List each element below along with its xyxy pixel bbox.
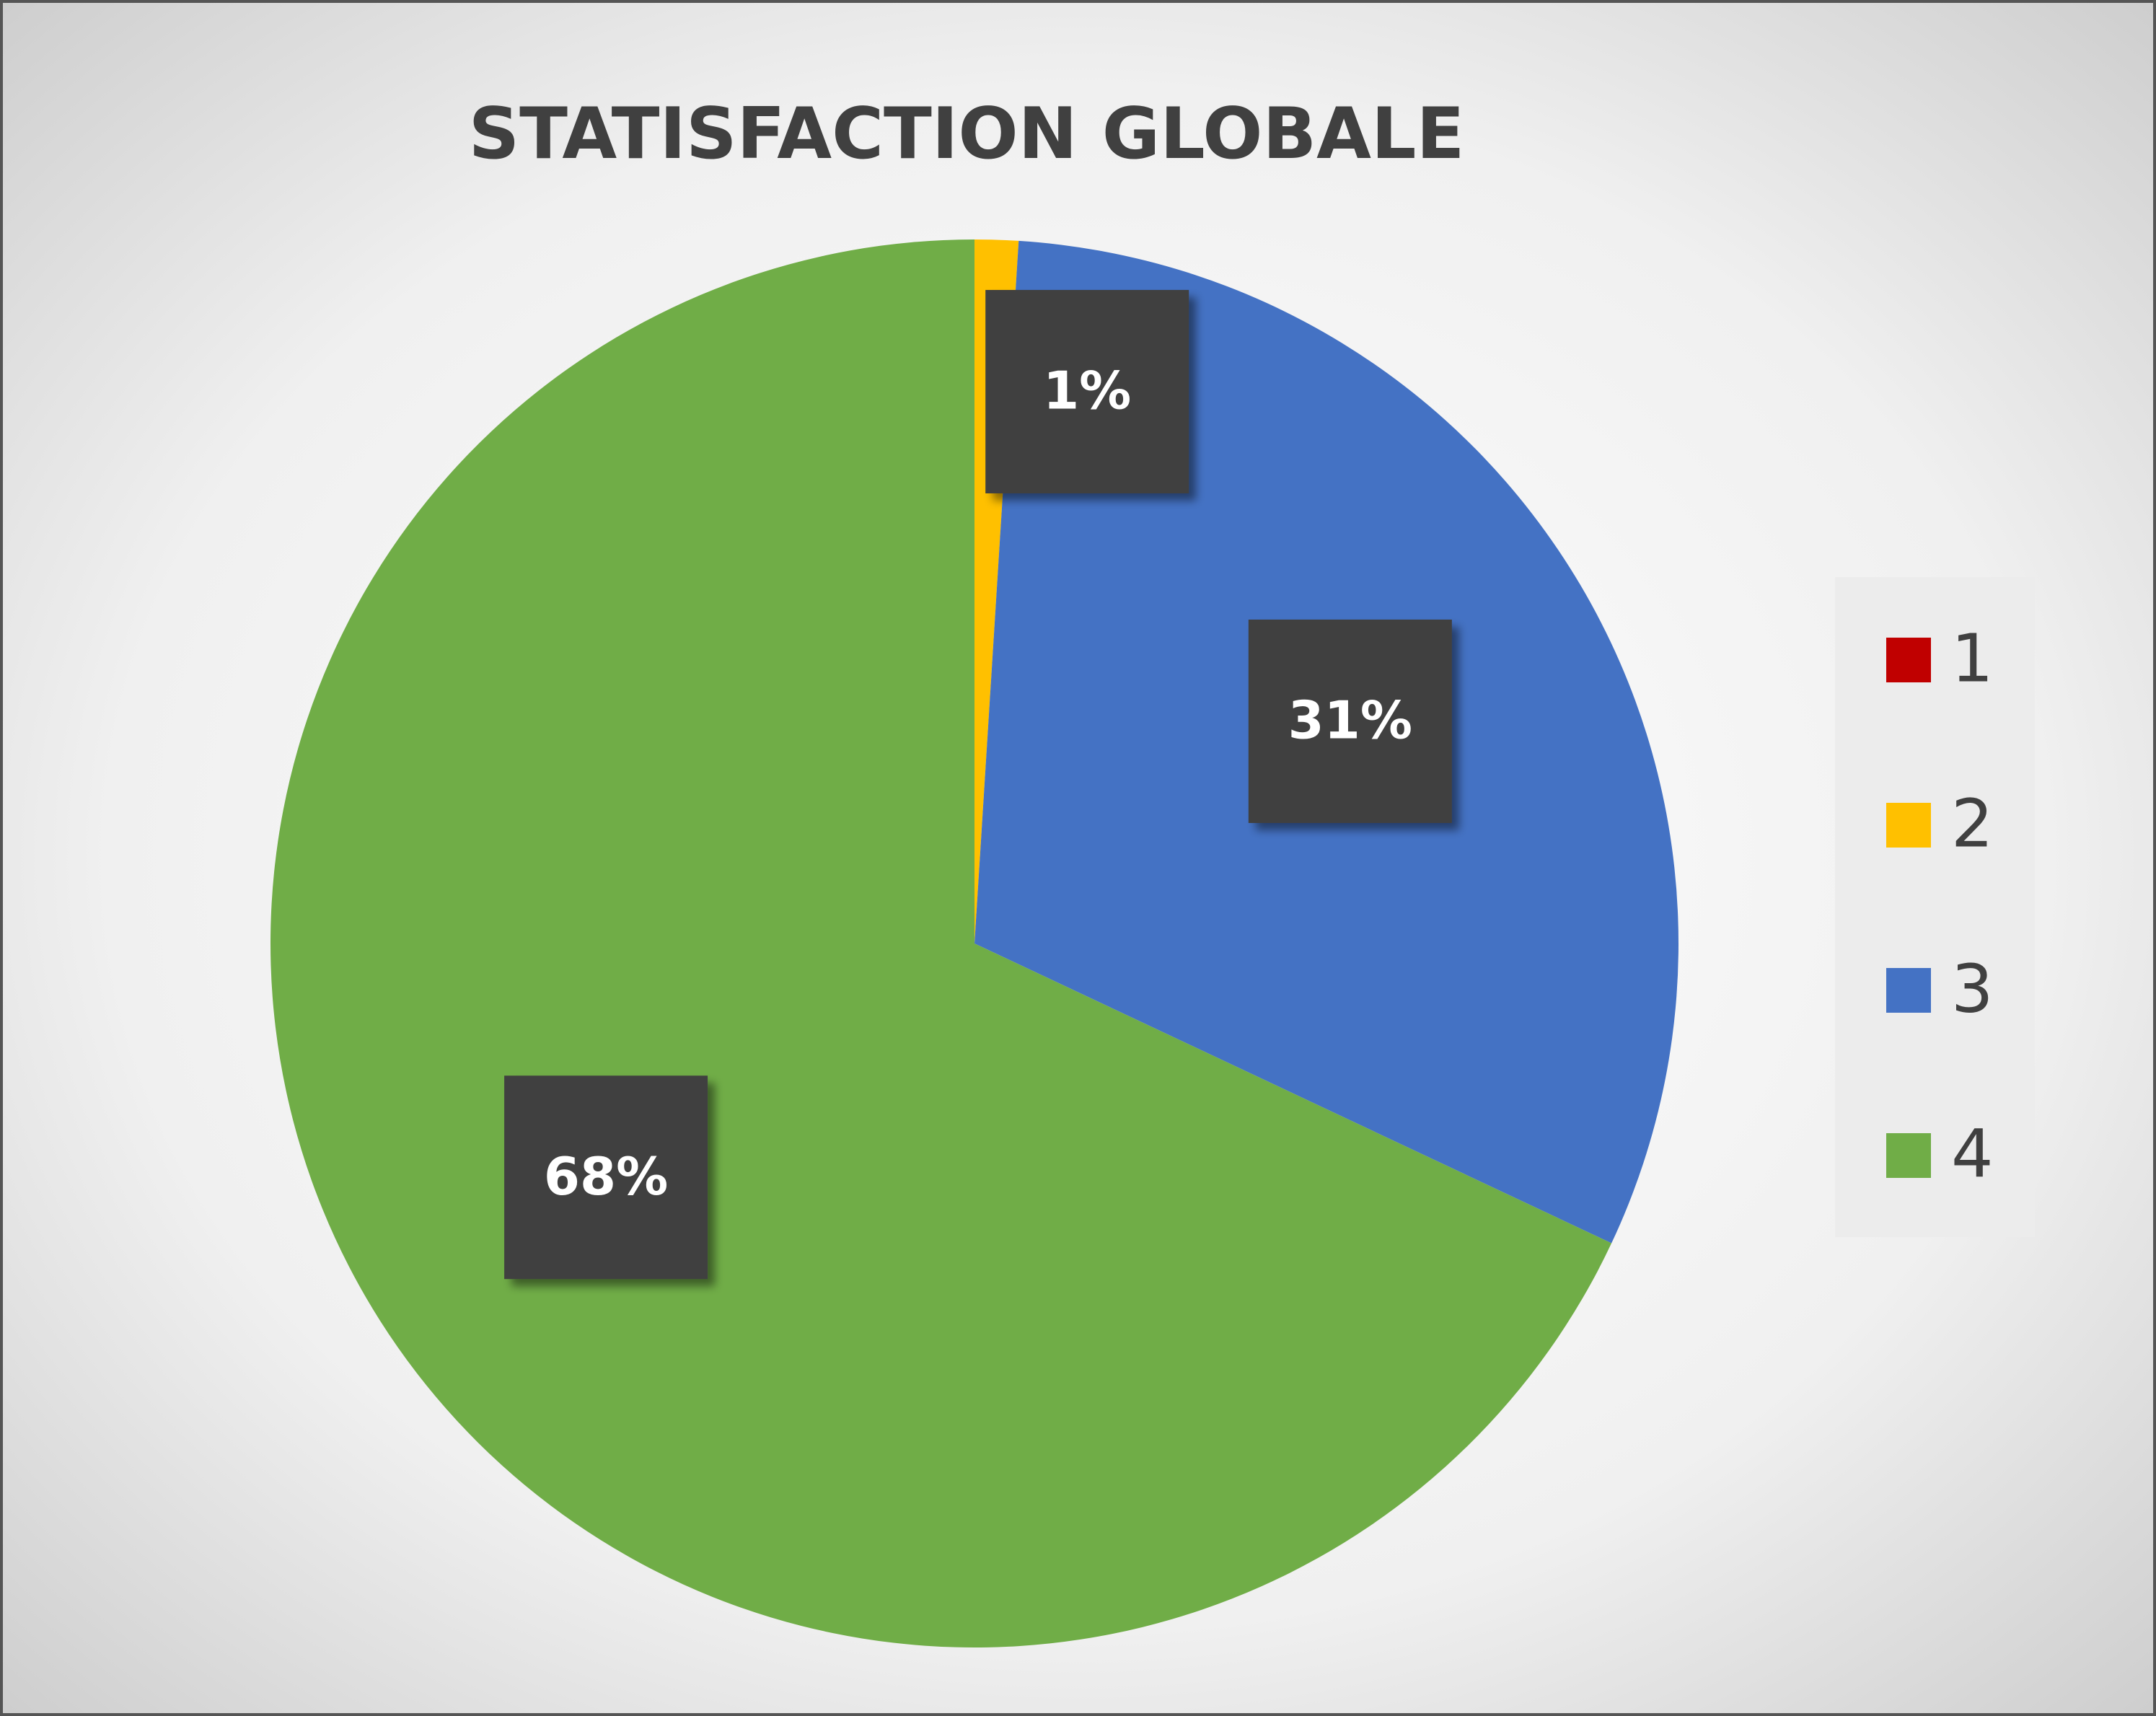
legend-swatch xyxy=(1886,1133,1931,1178)
data-label: 1% xyxy=(1043,361,1131,421)
data-label-box xyxy=(504,1075,708,1280)
legend-label: 1 xyxy=(1951,620,1994,697)
legend-label: 3 xyxy=(1951,950,1994,1027)
chart-title: STATISFACTION GLOBALE xyxy=(469,93,1465,175)
legend-label: 2 xyxy=(1951,785,1994,862)
legend-box xyxy=(1835,577,2035,1237)
data-label: 68% xyxy=(544,1146,668,1207)
legend-label: 4 xyxy=(1951,1115,1994,1192)
data-label-box xyxy=(985,289,1189,493)
data-label-box xyxy=(1248,619,1452,823)
legend-swatch xyxy=(1886,968,1931,1013)
legend-swatch xyxy=(1886,803,1931,848)
pie-slice xyxy=(270,239,1612,1647)
legend-swatch xyxy=(1886,638,1931,682)
data-label: 31% xyxy=(1288,690,1412,750)
